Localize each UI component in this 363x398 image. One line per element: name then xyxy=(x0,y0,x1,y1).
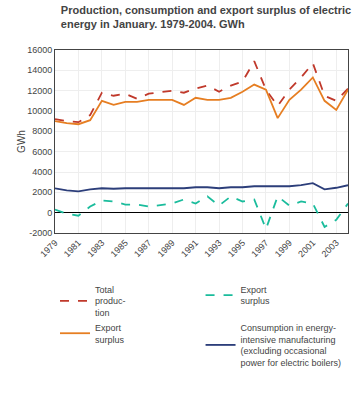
svg-text:1995: 1995 xyxy=(226,238,247,259)
svg-text:6000: 6000 xyxy=(32,147,52,157)
svg-text:-2000: -2000 xyxy=(29,228,52,238)
svg-text:2000: 2000 xyxy=(32,187,52,197)
svg-text:Production, consumption and ex: Production, consumption and export surpl… xyxy=(61,4,351,30)
svg-text:2003: 2003 xyxy=(320,238,341,259)
svg-text:Exportsurplus: Exportsurplus xyxy=(241,285,271,307)
svg-text:1997: 1997 xyxy=(249,238,270,259)
svg-text:0: 0 xyxy=(47,208,52,218)
svg-text:1989: 1989 xyxy=(156,238,177,259)
svg-text:14000: 14000 xyxy=(27,65,52,75)
svg-text:8000: 8000 xyxy=(32,126,52,136)
svg-text:1999: 1999 xyxy=(273,238,294,259)
svg-text:1981: 1981 xyxy=(62,238,83,259)
svg-text:1991: 1991 xyxy=(179,238,200,259)
svg-text:1993: 1993 xyxy=(202,238,223,259)
svg-text:1985: 1985 xyxy=(109,238,130,259)
svg-text:Exportsurplus: Exportsurplus xyxy=(95,323,125,345)
svg-text:GWh: GWh xyxy=(16,130,27,153)
svg-text:Consumption in energy-intensiv: Consumption in energy-intensive manufact… xyxy=(241,323,342,368)
svg-text:2001: 2001 xyxy=(296,238,317,259)
svg-text:10000: 10000 xyxy=(27,106,52,116)
svg-text:1987: 1987 xyxy=(132,238,153,259)
svg-text:4000: 4000 xyxy=(32,167,52,177)
svg-text:1979: 1979 xyxy=(38,238,59,259)
svg-text:12000: 12000 xyxy=(27,86,52,96)
svg-text:1983: 1983 xyxy=(85,238,106,259)
svg-text:Totalproduc-tion: Totalproduc-tion xyxy=(95,285,126,318)
svg-text:16000: 16000 xyxy=(27,45,52,55)
